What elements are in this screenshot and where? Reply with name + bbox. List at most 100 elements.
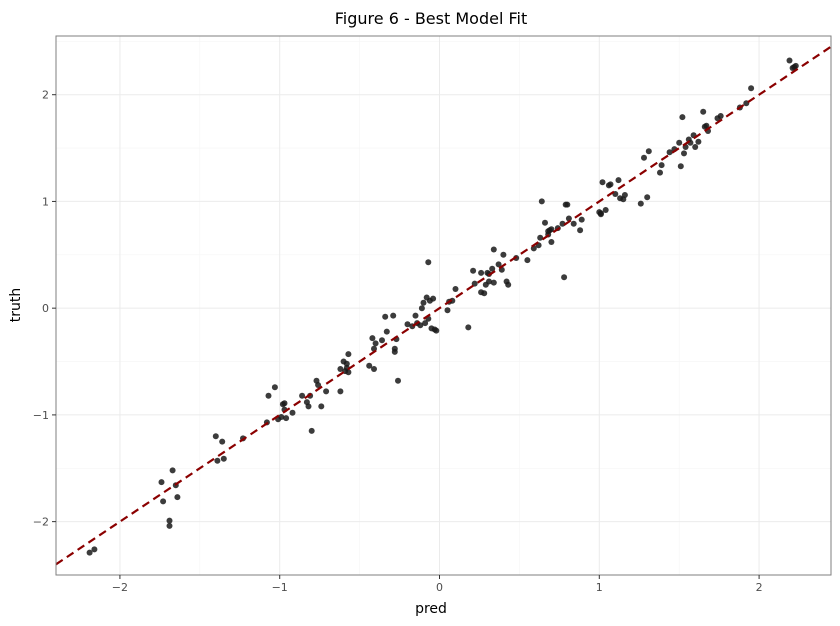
data-point <box>390 312 397 319</box>
grid-major <box>56 36 831 575</box>
data-point <box>278 414 285 420</box>
data-point <box>676 139 683 146</box>
y-axis: −2 −1 0 1 2 <box>33 89 56 529</box>
x-tick-label: 1 <box>596 581 603 594</box>
data-point <box>537 234 544 241</box>
data-point <box>417 322 424 329</box>
data-point <box>404 321 411 328</box>
data-point <box>465 324 472 331</box>
data-point <box>703 122 710 129</box>
data-point <box>486 278 492 285</box>
data-point <box>281 400 288 407</box>
data-point <box>214 457 221 464</box>
data-point <box>748 85 755 92</box>
data-point <box>345 351 352 358</box>
data-point <box>470 267 477 274</box>
data-point <box>305 403 312 410</box>
data-point <box>425 259 432 266</box>
data-point <box>412 312 419 319</box>
data-point <box>318 403 325 410</box>
data-point <box>219 438 226 445</box>
data-point <box>160 498 167 505</box>
data-point <box>395 377 401 384</box>
data-point <box>658 162 665 169</box>
data-point <box>524 257 531 264</box>
y-axis-title: truth <box>8 288 24 322</box>
data-point <box>289 409 296 416</box>
chart-title: Figure 6 - Best Model Fit <box>335 9 527 28</box>
data-point <box>174 494 181 501</box>
data-point <box>315 382 322 388</box>
data-point <box>337 366 344 372</box>
data-point <box>91 546 98 553</box>
data-point <box>383 328 390 335</box>
x-tick-label: −2 <box>112 581 128 594</box>
data-point <box>505 281 512 288</box>
data-point <box>645 148 652 155</box>
data-point <box>422 320 429 327</box>
data-point <box>391 348 398 355</box>
data-point <box>542 219 548 226</box>
x-tick-label: 2 <box>756 581 763 594</box>
data-point <box>677 163 684 170</box>
data-point <box>637 200 644 207</box>
data-point <box>644 194 651 201</box>
y-tick-label: −1 <box>33 409 49 422</box>
data-point <box>343 360 350 367</box>
data-point <box>495 261 502 268</box>
data-point <box>444 307 451 314</box>
data-point <box>337 388 344 395</box>
data-point <box>565 215 572 222</box>
data-point <box>382 313 389 320</box>
data-point <box>717 113 724 119</box>
data-point <box>323 388 330 395</box>
data-point <box>500 251 507 258</box>
data-point <box>166 517 173 524</box>
x-tick-label: −1 <box>272 581 288 594</box>
data-point <box>561 274 568 281</box>
data-point <box>166 522 173 529</box>
data-point <box>283 415 290 422</box>
data-point <box>681 150 687 157</box>
data-point <box>271 384 278 391</box>
data-point <box>577 227 584 234</box>
data-point <box>478 269 485 276</box>
data-point <box>679 114 686 121</box>
y-tick-label: 2 <box>42 89 49 102</box>
data-point <box>366 362 373 369</box>
data-point <box>548 226 555 233</box>
grid-minor <box>56 36 831 575</box>
data-point <box>548 239 555 245</box>
plot-frame <box>55 35 832 576</box>
data-point <box>169 467 176 474</box>
data-point <box>471 280 478 287</box>
data-point <box>433 327 440 334</box>
data-point <box>578 216 585 223</box>
data-point <box>564 201 571 208</box>
y-tick-label: −2 <box>33 516 49 529</box>
x-axis: −2 −1 0 1 2 <box>112 575 763 594</box>
data-point <box>602 207 609 213</box>
data-point <box>490 246 497 253</box>
data-point <box>695 138 702 145</box>
y-tick-label: 1 <box>42 195 49 208</box>
data-point <box>369 335 376 342</box>
data-point <box>452 286 459 292</box>
data-point <box>379 337 385 344</box>
data-point <box>559 220 566 227</box>
data-point <box>538 198 545 205</box>
data-point <box>792 62 799 69</box>
x-axis-title: pred <box>415 601 447 617</box>
data-point <box>86 549 93 556</box>
data-point <box>345 369 352 376</box>
data-point <box>308 427 315 434</box>
data-point <box>158 479 165 486</box>
data-point <box>641 154 647 161</box>
data-point <box>430 295 437 302</box>
data-point <box>570 220 577 227</box>
data-point <box>420 299 427 306</box>
data-point <box>489 265 496 272</box>
y-tick-label: 0 <box>42 302 49 315</box>
data-point <box>692 144 699 150</box>
data-point <box>220 455 227 462</box>
